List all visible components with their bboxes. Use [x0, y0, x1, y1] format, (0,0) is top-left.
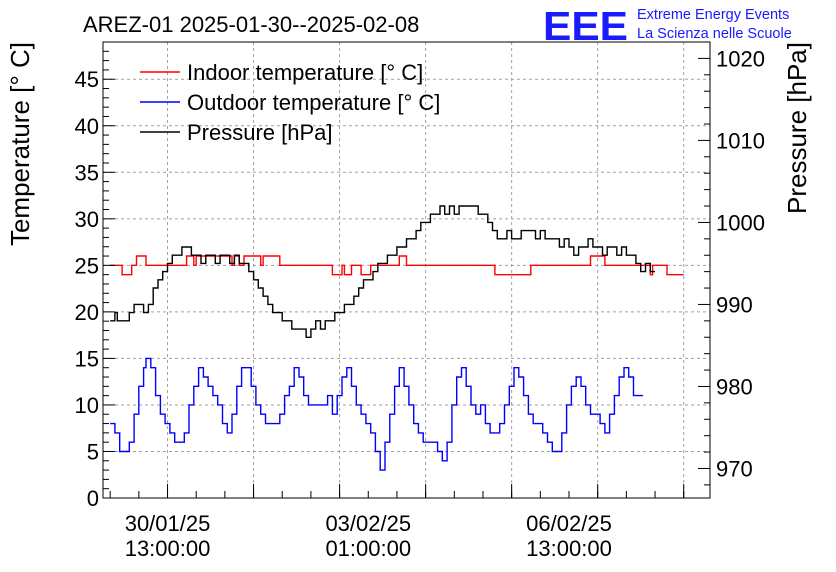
y-tick-label: 5	[87, 439, 99, 464]
series-line-3	[110, 205, 655, 338]
plot-frame	[102, 41, 711, 499]
x-tick-label-time: 01:00:00	[325, 536, 411, 561]
series-line-1	[110, 255, 684, 276]
y-tick-label: 45	[75, 67, 99, 92]
eee-logo: EEE Extreme Energy Events La Scienza nel…	[543, 3, 792, 49]
y-tick-label: 25	[75, 253, 99, 278]
y2-tick-label: 970	[716, 456, 753, 481]
y-tick-label: 30	[75, 207, 99, 232]
eee-logo-line1: Extreme Energy Events	[637, 7, 789, 23]
tick-labels: 0 5 10 15 20 25 30 35 40 45 970 980 990 1000 1010 1020 3…	[75, 41, 765, 561]
series-layer	[110, 205, 684, 471]
series-line-2	[110, 357, 644, 471]
y2-axis-label: Pressure [hPa]	[782, 42, 812, 214]
y2-tick-label: 1010	[716, 128, 765, 153]
y2-tick-label: 980	[716, 374, 753, 399]
y-tick-label: 35	[75, 160, 99, 185]
x-tick-label-date: 03/02/25	[325, 511, 411, 536]
grid	[103, 42, 710, 498]
y2-tick-label: 990	[716, 292, 753, 317]
y-tick-label: 40	[75, 114, 99, 139]
legend-label: Pressure [hPa]	[187, 120, 333, 145]
y-axis-label: Temperature [° C]	[5, 42, 35, 246]
y-tick-label: 20	[75, 300, 99, 325]
legend-label: Indoor temperature [° C]	[187, 60, 423, 85]
y-tick-label: 0	[87, 486, 99, 511]
y2-tick-label: 1020	[716, 46, 765, 71]
legend-label: Outdoor temperature [° C]	[187, 90, 440, 115]
x-tick-label-time: 13:00:00	[526, 536, 612, 561]
y-tick-label: 10	[75, 393, 99, 418]
chart-title: AREZ-01 2025-01-30--2025-02-08	[83, 12, 419, 37]
legend: Indoor temperature [° C] Outdoor temperat…	[140, 60, 440, 145]
axes	[102, 41, 711, 499]
y2-tick-label: 1000	[716, 210, 765, 235]
y-tick-label: 15	[75, 346, 99, 371]
eee-logo-mark: EEE	[543, 3, 628, 49]
eee-logo-line2: La Scienza nelle Scuole	[637, 26, 792, 42]
x-tick-label-time: 13:00:00	[125, 536, 211, 561]
x-tick-label-date: 30/01/25	[125, 511, 211, 536]
x-tick-label-date: 06/02/25	[526, 511, 612, 536]
